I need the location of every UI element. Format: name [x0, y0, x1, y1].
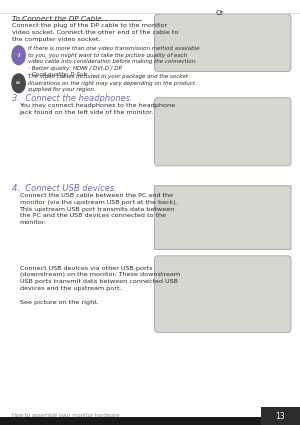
Text: To Connect the DP Cable: To Connect the DP Cable — [12, 16, 102, 22]
FancyBboxPatch shape — [0, 417, 300, 425]
Text: 4.  Connect USB devices.: 4. Connect USB devices. — [12, 184, 117, 193]
Text: You may connect headphones to the headphone
jack found on the left side of the m: You may connect headphones to the headph… — [20, 103, 176, 115]
FancyBboxPatch shape — [154, 98, 291, 166]
Text: i: i — [17, 53, 20, 58]
Text: If there is more than one video transmission method available
to you, you might : If there is more than one video transmis… — [28, 46, 200, 77]
Text: 3.  Connect the headphones.: 3. Connect the headphones. — [12, 94, 133, 103]
FancyBboxPatch shape — [154, 186, 291, 249]
Circle shape — [12, 74, 25, 93]
Text: Or: Or — [216, 10, 224, 16]
Circle shape — [12, 46, 25, 65]
Text: Connect USB devices via other USB ports
(downstream) on the monitor. These downs: Connect USB devices via other USB ports … — [20, 266, 180, 305]
FancyBboxPatch shape — [261, 407, 300, 425]
Text: The video cables included in your package and the socket
illustrations on the ri: The video cables included in your packag… — [28, 74, 196, 92]
FancyBboxPatch shape — [154, 256, 291, 332]
Text: 13: 13 — [276, 411, 285, 421]
FancyBboxPatch shape — [154, 14, 291, 71]
Text: Connect the USB cable between the PC and the
monitor (via the upstream USB port : Connect the USB cable between the PC and… — [20, 193, 177, 225]
Text: Connect the plug of the DP cable to the monitor
video socket. Connect the other : Connect the plug of the DP cable to the … — [12, 23, 178, 42]
Text: ✏: ✏ — [16, 81, 21, 86]
Text: How to assemble your monitor hardware: How to assemble your monitor hardware — [12, 413, 120, 418]
